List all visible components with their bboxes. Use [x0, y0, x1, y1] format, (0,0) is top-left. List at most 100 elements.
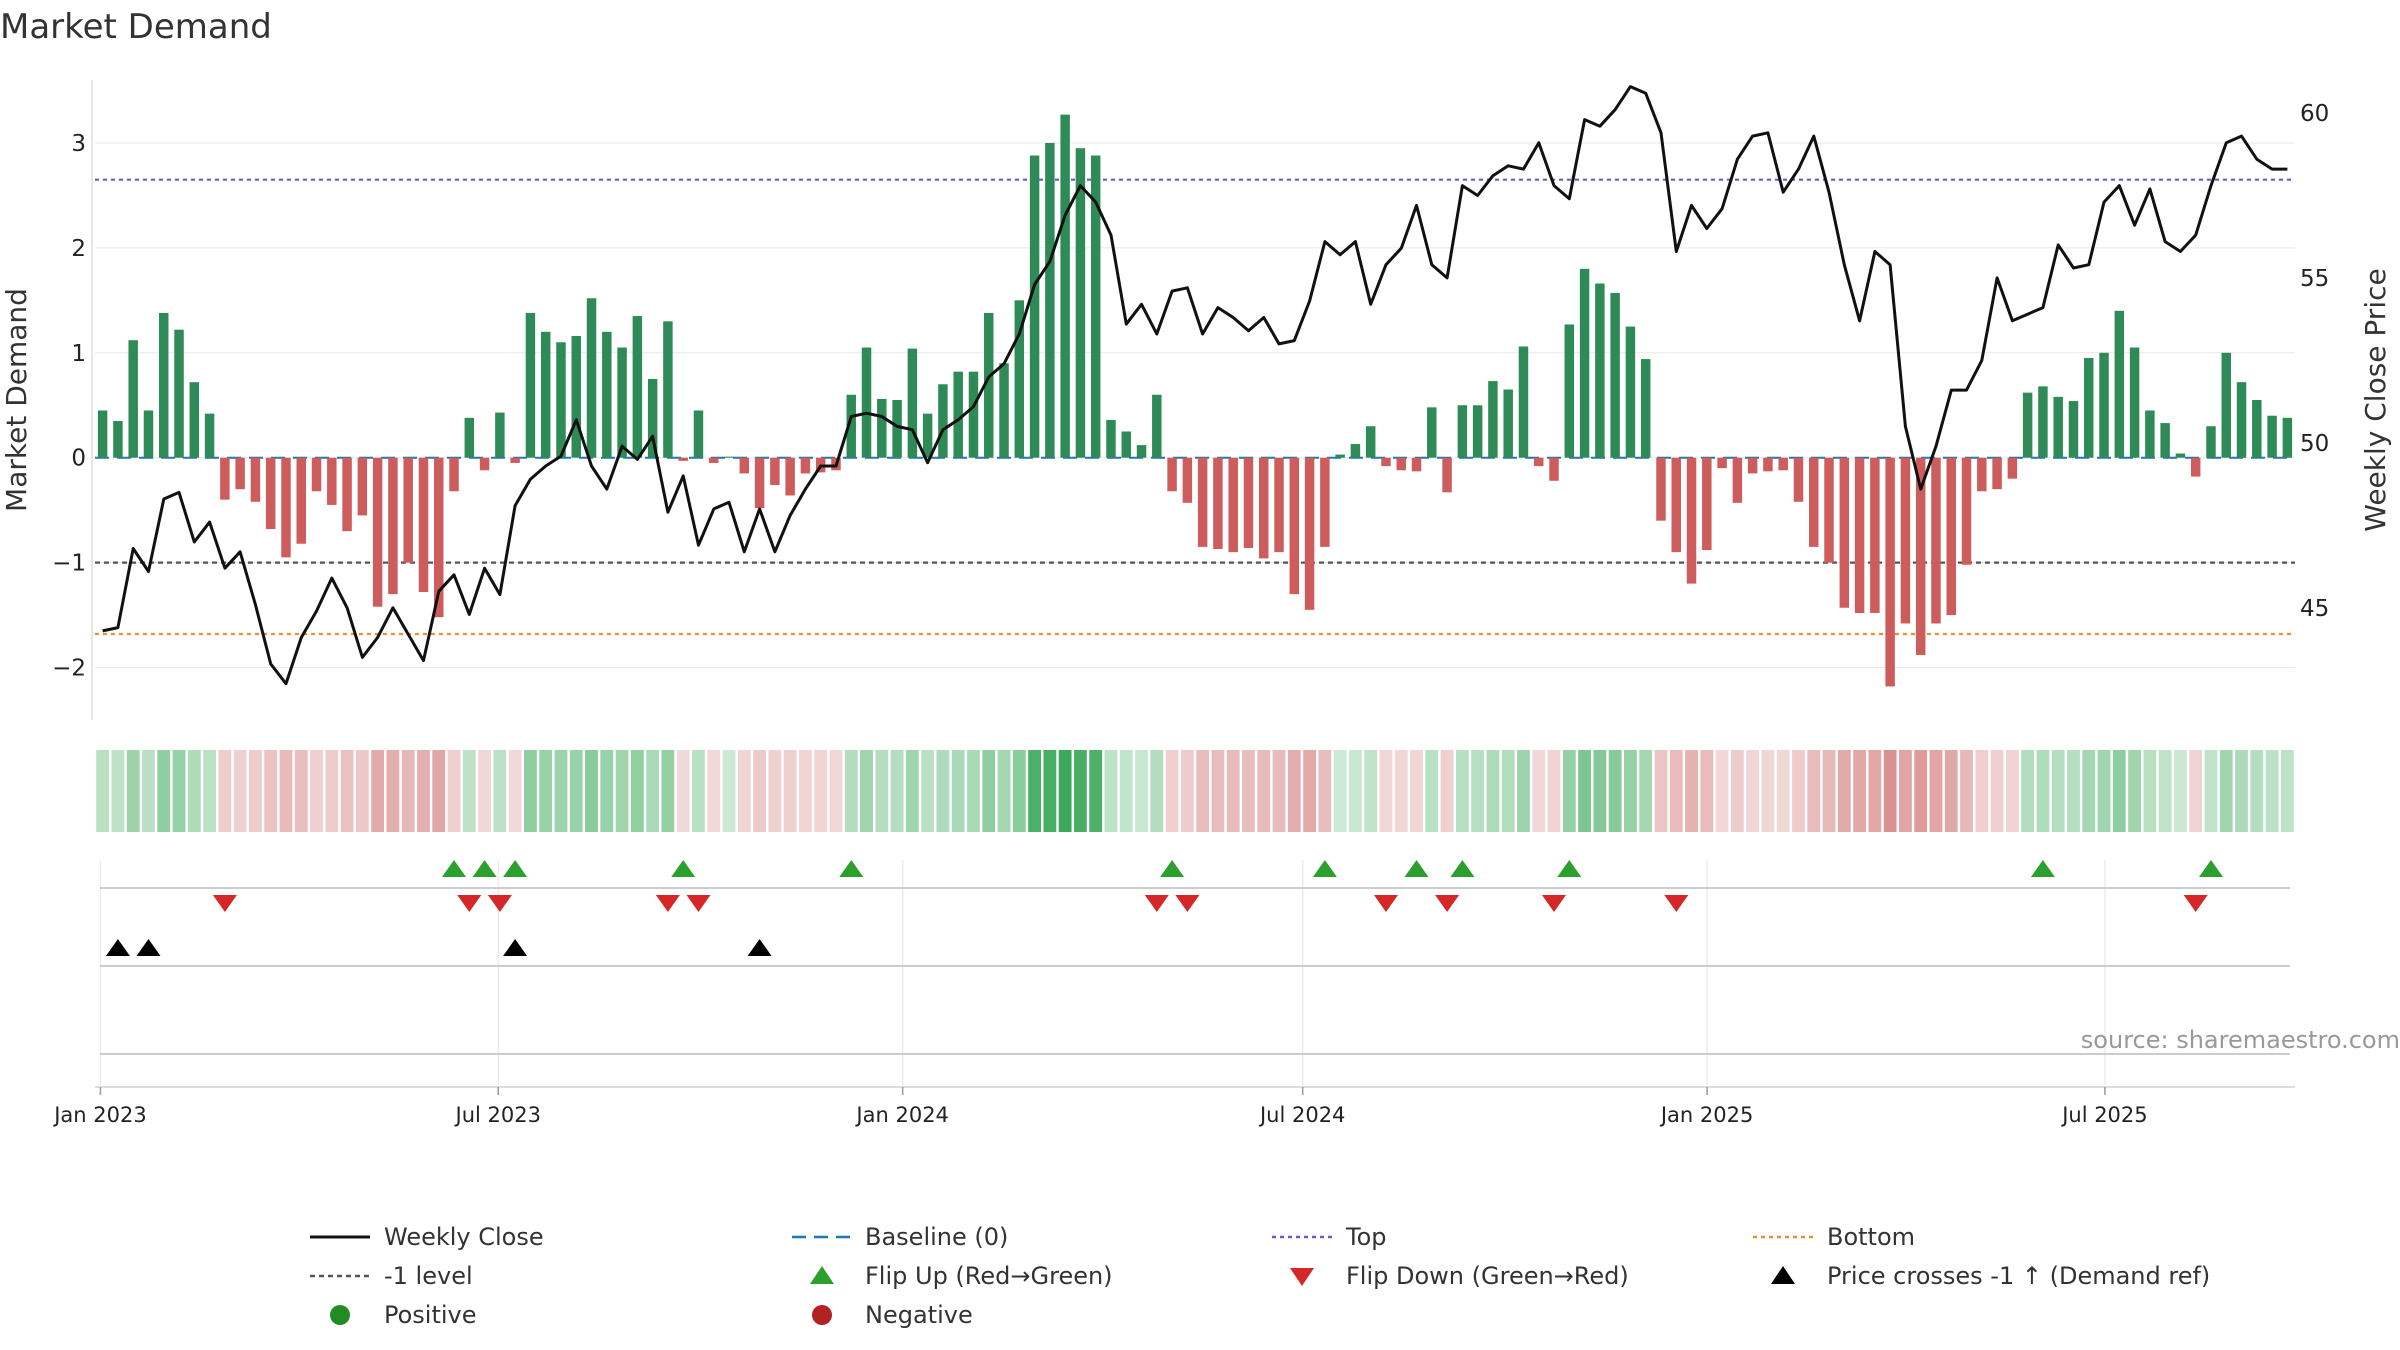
heat-cell: [569, 750, 583, 832]
heat-cell: [2112, 750, 2126, 832]
flip-down-marker: [1175, 895, 1200, 912]
demand-bar: [1289, 457, 1300, 595]
demand-bar: [2236, 382, 2247, 458]
flip-down-marker: [1435, 895, 1460, 912]
demand-bar: [189, 382, 200, 458]
demand-bar: [1442, 457, 1452, 493]
demand-bar: [1106, 419, 1116, 458]
heat-cell: [1410, 750, 1423, 832]
demand-bar: [1152, 394, 1162, 458]
price-cross-marker: [105, 939, 130, 956]
demand-bar: [1136, 445, 1147, 458]
heat-cell: [2174, 750, 2187, 832]
heat-cell: [187, 750, 201, 832]
legend-price-cross-swatch: [1771, 1266, 1795, 1284]
heat-cell: [783, 750, 797, 832]
demand-bar: [1717, 457, 1727, 469]
heat-cell: [1624, 750, 1637, 832]
demand-bar: [1900, 457, 1911, 624]
demand-bar: [1595, 283, 1605, 458]
y-right-tick-label: 55: [2300, 266, 2329, 292]
x-axis: Jan 2023 Jul 2023 Jan 2024 Jul 2024 Jan 2025…: [52, 1086, 2295, 1127]
heat-cell: [2005, 750, 2019, 832]
demand-bar: [479, 457, 490, 471]
y-left-axis-title: Market Demand: [0, 288, 33, 512]
heat-cell: [1608, 750, 1622, 832]
heat-cell: [2219, 750, 2233, 832]
flip-down-marker: [1542, 895, 1566, 912]
demand-bar: [143, 410, 154, 458]
heat-cell: [1165, 750, 1179, 832]
demand-bar: [1427, 407, 1437, 458]
heat-cell: [2265, 750, 2279, 832]
heat-cell: [1547, 750, 1561, 832]
demand-bar: [968, 371, 979, 458]
heat-cell: [2204, 750, 2218, 832]
heat-cell: [294, 750, 308, 832]
demand-bar: [877, 398, 887, 458]
heat-cell: [1425, 750, 1439, 832]
demand-bar: [2022, 392, 2033, 458]
x-tick-label: Jan 2023: [52, 1103, 147, 1127]
heat-cell: [2082, 750, 2096, 832]
heat-cell: [1914, 750, 1928, 832]
demand-bar: [1564, 324, 1575, 458]
demand-bar: [1075, 148, 1086, 458]
heat-cell: [371, 750, 385, 832]
flip-up-marker: [671, 860, 696, 877]
heat-cell: [860, 750, 873, 832]
demand-bar: [1121, 431, 1131, 458]
demand-bar: [2175, 453, 2186, 458]
demand-heat-strip: [96, 750, 2294, 832]
heat-cell: [1776, 750, 1790, 832]
demand-bar: [296, 457, 306, 544]
demand-bar: [449, 457, 459, 492]
heat-cell: [1333, 750, 1347, 832]
heat-cell: [126, 750, 140, 832]
y-left-tick-label: −2: [52, 656, 86, 682]
demand-bar: [1060, 114, 1070, 458]
demand-bar: [1961, 457, 1972, 565]
demand-bar: [1992, 457, 2002, 490]
legend-flip-down-swatch: [1290, 1268, 1314, 1286]
heat-cell: [172, 750, 186, 832]
demand-bar: [754, 457, 765, 509]
demand-bar: [2099, 352, 2109, 458]
heat-cell: [1196, 750, 1210, 832]
demand-bar: [220, 457, 230, 500]
heat-cell: [493, 750, 507, 832]
heat-cell: [1517, 750, 1530, 832]
y-left-tick-label: 3: [71, 131, 86, 157]
x-tick-label: Jan 2025: [1659, 1103, 1754, 1127]
demand-bar: [1809, 457, 1819, 547]
heat-cell: [462, 750, 476, 832]
demand-bar: [647, 379, 658, 458]
y-right-tick-label: 60: [2300, 101, 2329, 127]
heat-cell: [1822, 750, 1836, 832]
demand-bar: [1793, 457, 1804, 502]
demand-bar: [861, 347, 872, 458]
demand-bar: [678, 457, 688, 461]
demand-bar: [2129, 347, 2140, 458]
demand-bar: [1167, 457, 1177, 492]
demand-bar: [464, 417, 475, 458]
legend-label: Bottom: [1827, 1223, 1915, 1251]
demand-bar: [953, 371, 963, 458]
heat-cell: [1119, 750, 1133, 832]
demand-bar: [1579, 268, 1590, 458]
demand-bar: [1381, 457, 1391, 467]
heat-cell: [1761, 750, 1775, 832]
heat-cell: [1715, 750, 1729, 832]
demand-bars: [97, 114, 2293, 687]
heat-cell: [1929, 750, 1943, 832]
demand-bar: [907, 348, 918, 458]
demand-bar: [1090, 155, 1101, 458]
source-credit: source: sharemaestro.com: [2081, 1026, 2400, 1054]
heat-cell: [2021, 750, 2035, 832]
heat-cell: [1853, 750, 1866, 832]
reference-lines: [95, 178, 2295, 636]
demand-bar: [250, 457, 261, 502]
heat-cell: [630, 750, 644, 832]
heat-cell: [1807, 750, 1821, 832]
heat-cell: [1578, 750, 1591, 832]
